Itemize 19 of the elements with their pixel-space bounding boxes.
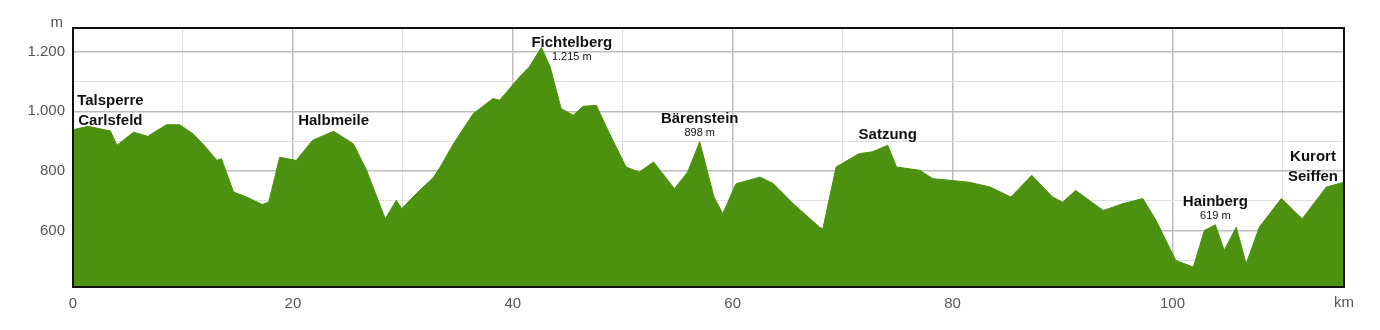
annotation: Kurort Seiffen	[1287, 146, 1338, 184]
y-tick-label: 1.200	[27, 41, 65, 59]
x-tick-label: 60	[724, 294, 742, 312]
x-tick-label: 40	[504, 294, 522, 312]
x-axis-title: km	[1334, 292, 1354, 310]
x-tick-label: 80	[944, 294, 961, 312]
y-tick-label: 1.000	[27, 101, 65, 119]
annotation: Talsperre Carlsfeld	[77, 91, 144, 128]
y-axis-title: m	[50, 12, 63, 30]
x-tick-label: 100	[1159, 294, 1185, 312]
annotation: Bärenstein 898 m	[660, 108, 739, 138]
annotation: Halbmeile	[298, 111, 370, 129]
annotation: Fichtelberg 1.215 m	[531, 33, 613, 62]
x-tick-label: 0	[68, 294, 78, 312]
annotation: Hainberg 619 m	[1182, 191, 1248, 221]
y-tick-label: 600	[39, 220, 65, 238]
y-tick-label: 800	[39, 161, 65, 179]
annotation: Satzung	[858, 125, 917, 143]
x-tick-label: 20	[284, 294, 302, 312]
